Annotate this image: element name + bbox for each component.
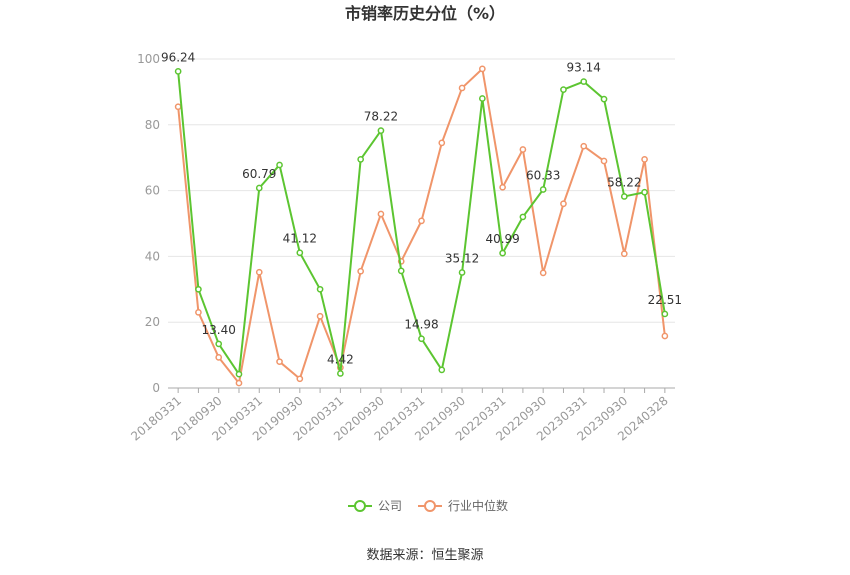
legend-marker bbox=[354, 500, 366, 512]
data-label: 14.98 bbox=[404, 318, 438, 332]
data-label: 4.42 bbox=[327, 352, 354, 366]
x-axis: 2018033120180930201903312019093020200331… bbox=[128, 387, 675, 444]
data-point[interactable] bbox=[560, 200, 567, 208]
data-point[interactable] bbox=[255, 184, 263, 192]
data-point[interactable] bbox=[418, 217, 425, 225]
data-label: 35.12 bbox=[445, 251, 479, 265]
data-point[interactable] bbox=[215, 340, 223, 348]
data-point[interactable] bbox=[661, 332, 669, 340]
y-axis: 0 20 40 60 80 100 bbox=[137, 52, 160, 395]
data-point[interactable] bbox=[215, 354, 223, 361]
data-point[interactable] bbox=[560, 86, 567, 93]
y-tick-label: 100 bbox=[137, 52, 160, 66]
data-point[interactable] bbox=[195, 285, 202, 293]
series-layer bbox=[174, 65, 669, 387]
data-label: 60.79 bbox=[242, 167, 276, 181]
data-point[interactable] bbox=[337, 370, 344, 377]
y-tick-label: 0 bbox=[152, 381, 160, 395]
data-point[interactable] bbox=[438, 366, 446, 374]
data-point[interactable] bbox=[276, 358, 283, 366]
data-point[interactable] bbox=[519, 146, 527, 153]
data-labels: 96.24 13.40 60.79 41.12 4.42 78.22 14.98 35.12 4… bbox=[161, 50, 682, 366]
data-label: 93.14 bbox=[567, 61, 601, 75]
grid-lines bbox=[168, 58, 675, 323]
data-label: 96.24 bbox=[161, 50, 195, 64]
legend-label: 公司 bbox=[378, 499, 402, 513]
data-point[interactable] bbox=[296, 249, 304, 257]
data-point[interactable] bbox=[235, 370, 243, 378]
data-point[interactable] bbox=[296, 375, 304, 383]
data-point[interactable] bbox=[316, 285, 324, 293]
data-point[interactable] bbox=[539, 186, 547, 193]
data-point[interactable] bbox=[377, 127, 385, 135]
data-point[interactable] bbox=[478, 95, 486, 102]
data-label: 60.33 bbox=[526, 169, 560, 183]
data-point[interactable] bbox=[499, 249, 506, 257]
data-label: 40.99 bbox=[485, 232, 519, 246]
data-label: 41.12 bbox=[283, 232, 317, 246]
data-point[interactable] bbox=[377, 210, 385, 218]
data-point[interactable] bbox=[519, 213, 527, 221]
data-point[interactable] bbox=[357, 155, 365, 163]
chart-title: 市销率历史分位（%） bbox=[345, 4, 505, 23]
data-point[interactable] bbox=[580, 78, 588, 85]
legend[interactable]: 公司 行业中位数 bbox=[348, 498, 508, 513]
data-label: 58.22 bbox=[607, 175, 641, 189]
data-point[interactable] bbox=[600, 157, 608, 165]
data-label: 13.40 bbox=[202, 323, 236, 337]
data-point[interactable] bbox=[620, 250, 628, 258]
data-point[interactable] bbox=[499, 183, 506, 191]
y-tick-label: 40 bbox=[145, 249, 160, 263]
data-point[interactable] bbox=[661, 310, 669, 318]
data-point[interactable] bbox=[276, 161, 283, 169]
data-label: 78.22 bbox=[364, 110, 398, 124]
data-point[interactable] bbox=[174, 68, 182, 75]
data-point[interactable] bbox=[641, 155, 648, 163]
data-point[interactable] bbox=[458, 269, 466, 276]
data-point[interactable] bbox=[316, 312, 324, 320]
data-point[interactable] bbox=[195, 308, 202, 316]
data-point[interactable] bbox=[438, 139, 446, 147]
y-tick-label: 80 bbox=[145, 118, 160, 132]
legend-item-company[interactable]: 公司 bbox=[348, 499, 402, 513]
legend-item-industry-median[interactable]: 行业中位数 bbox=[418, 498, 508, 513]
y-tick-label: 60 bbox=[145, 184, 160, 198]
data-point[interactable] bbox=[255, 268, 263, 276]
data-point[interactable] bbox=[458, 84, 466, 92]
data-point[interactable] bbox=[600, 95, 608, 103]
y-tick-label: 20 bbox=[145, 315, 160, 329]
legend-label: 行业中位数 bbox=[448, 498, 508, 513]
data-point[interactable] bbox=[357, 267, 365, 275]
data-point[interactable] bbox=[641, 188, 648, 196]
data-point[interactable] bbox=[418, 335, 425, 343]
data-point[interactable] bbox=[539, 269, 547, 277]
data-point[interactable] bbox=[397, 267, 405, 275]
data-point[interactable] bbox=[174, 103, 182, 111]
data-label: 22.51 bbox=[648, 293, 682, 307]
source-note: 数据来源：恒生聚源 bbox=[366, 548, 483, 563]
data-point[interactable] bbox=[235, 379, 243, 387]
legend-marker bbox=[424, 500, 436, 512]
data-point[interactable] bbox=[620, 193, 628, 200]
data-point[interactable] bbox=[478, 65, 486, 73]
data-point[interactable] bbox=[580, 142, 588, 150]
